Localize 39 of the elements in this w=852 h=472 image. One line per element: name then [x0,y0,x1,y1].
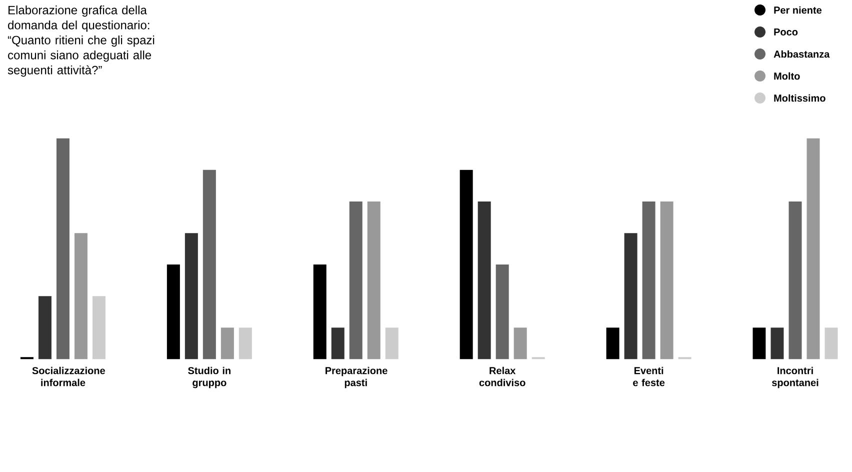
x-tick-label: Incontri spontanei [772,366,818,388]
bar [238,328,252,360]
chart-title: Elaborazione grafica della domanda del questionario: “Quanto ritieni che gli spazi comuni siano adeguati alle seguenti attività?” [8,6,154,77]
bar [92,296,106,360]
bar [642,201,656,360]
bar [806,138,820,360]
bar [220,328,234,360]
legend-label: Per niente [774,6,822,14]
bar [496,264,509,360]
bar [824,328,838,360]
bar [331,328,344,360]
x-tick-label: Eventi e feste [633,366,665,386]
bar [74,233,88,360]
bar [349,201,362,360]
bar [770,328,784,360]
x-tick-label: Studio in gruppo [188,366,230,388]
bar [752,328,766,360]
bar [184,233,198,360]
bar [660,201,674,360]
bar [478,201,491,360]
legend-label: Molto [774,72,800,80]
x-tick-label: Preparazione pasti [326,366,388,388]
bar [385,328,398,360]
bar [514,328,527,360]
bar [367,201,380,360]
x-tick-label: Relax condiviso [479,366,526,386]
legend-label: Poco [774,28,798,36]
bar [38,296,52,360]
bar [56,138,70,360]
legend-label: Moltissimo [774,94,826,102]
bar [166,264,180,360]
bar [202,170,216,360]
bar [624,233,638,360]
bar [788,201,802,360]
legend-label: Abbastanza [774,50,830,58]
bar [460,170,473,360]
bar [313,264,326,360]
x-tick-label: Socializzazione informale [32,366,105,386]
bar [606,328,620,360]
